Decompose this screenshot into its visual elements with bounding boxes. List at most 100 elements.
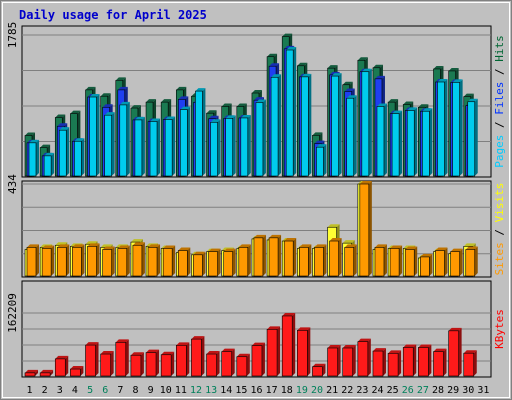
- bar-kbytes-14-side: [231, 348, 235, 376]
- bar-pages-29-top: [452, 79, 463, 83]
- bar-kbytes-4-side: [80, 366, 84, 376]
- bar-pages-1-side: [36, 139, 39, 176]
- bar-pages-17-side: [278, 74, 282, 176]
- bar-kbytes-14-top: [221, 348, 235, 352]
- bar-kbytes-2-face: [39, 372, 51, 377]
- bar-pages-27-face: [422, 110, 430, 177]
- bar-pages-13-side: [217, 119, 221, 176]
- bar-sites-5: [87, 243, 100, 277]
- legend-kbytes: KBytes: [493, 309, 506, 349]
- bar-sites-29-face: [450, 251, 460, 277]
- bar-sites-28-top: [435, 247, 448, 251]
- bar-pages-14-top: [225, 115, 236, 119]
- bar-kbytes-11: [175, 342, 190, 377]
- bar-sites-18: [283, 238, 297, 277]
- bar-pages-29-side: [459, 79, 463, 176]
- x-tick-label-31: 31: [477, 385, 489, 396]
- x-tick-label-17: 17: [266, 385, 278, 396]
- bar-kbytes-5-face: [85, 344, 96, 377]
- bar-sites-24-face: [374, 247, 385, 277]
- bar-pages-1-top: [29, 139, 39, 143]
- bar-pages-30-top: [467, 98, 478, 102]
- bar-pages-22-face: [346, 97, 355, 177]
- x-tick-label-15: 15: [235, 385, 247, 396]
- bar-sites-16-top: [253, 234, 266, 238]
- bar-pages-28-side: [444, 79, 448, 176]
- bar-sites-21: [329, 238, 342, 277]
- bar-pages-20-face: [316, 146, 324, 177]
- bar-sites-1-top: [27, 244, 39, 248]
- bar-visits-22-top: [342, 240, 355, 244]
- bar-kbytes-6-top: [100, 351, 114, 355]
- bar-kbytes-25: [387, 350, 402, 377]
- bar-kbytes-12-face: [191, 338, 202, 377]
- bar-pages-25-side: [399, 110, 403, 176]
- bar-sites-19-side: [308, 244, 312, 276]
- bar-hits-3-top: [55, 114, 66, 118]
- bar-pages-6-top: [104, 112, 115, 116]
- bar-sites-17-side: [278, 234, 282, 276]
- x-tick-label-18: 18: [281, 385, 293, 396]
- bar-kbytes-6-side: [110, 351, 114, 376]
- x-tick-label-20: 20: [311, 385, 323, 396]
- bar-hits-8-top: [130, 105, 141, 109]
- bar-kbytes-11-side: [186, 342, 190, 376]
- bar-kbytes-24-top: [372, 348, 386, 352]
- bar-kbytes-8-top: [130, 352, 144, 356]
- bar-kbytes-22-top: [342, 344, 356, 348]
- bar-pages-13-face: [210, 121, 218, 177]
- bar-pages-7: [119, 101, 130, 177]
- bar-pages-30-face: [467, 101, 476, 177]
- bar-kbytes-4-face: [70, 368, 81, 377]
- x-tick-label-26: 26: [402, 385, 414, 396]
- x-tick-label-23: 23: [356, 385, 368, 396]
- bar-pages-28: [437, 79, 448, 177]
- bar-sites-13-side: [217, 248, 221, 276]
- bar-pages-4-face: [74, 140, 82, 177]
- bar-sites-25: [389, 245, 403, 277]
- bar-kbytes-19: [297, 327, 311, 377]
- bar-sites-17: [268, 234, 282, 277]
- bar-kbytes-11-face: [175, 345, 187, 377]
- bar-pages-5-side: [96, 94, 100, 176]
- bar-sites-4-face: [72, 247, 82, 277]
- bar-sites-7: [117, 245, 130, 277]
- bar-sites-20-side: [323, 244, 327, 276]
- bar-kbytes-28-face: [433, 351, 444, 377]
- bar-kbytes-16: [251, 342, 265, 377]
- bar-kbytes-23: [357, 338, 371, 377]
- bar-kbytes-17-face: [266, 329, 278, 377]
- bar-pages-9: [149, 118, 161, 177]
- bar-sites-6-side: [111, 246, 115, 276]
- bar-sites-18-side: [293, 238, 297, 276]
- bar-pages-25-face: [391, 113, 400, 177]
- bar-pages-16-side: [262, 99, 266, 176]
- bar-pages-27: [422, 108, 433, 177]
- bar-kbytes-30: [463, 350, 477, 377]
- bar-sites-18-face: [283, 240, 294, 277]
- legend-separator: /: [493, 62, 506, 82]
- bar-kbytes-13-side: [216, 351, 220, 376]
- bar-visits-21-top: [327, 224, 340, 228]
- bar-pages-30: [467, 98, 478, 177]
- bar-kbytes-25-face: [387, 353, 399, 377]
- bar-sites-7-top: [117, 245, 130, 249]
- bar-pages-7-face: [119, 104, 128, 177]
- bar-sites-1-side: [36, 244, 39, 276]
- bar-sites-23-top: [359, 181, 372, 184]
- bar-hits-25-top: [388, 99, 399, 103]
- bar-pages-24-side: [383, 103, 387, 176]
- x-tick-label-25: 25: [387, 385, 399, 396]
- bar-pages-22-top: [346, 95, 357, 99]
- bar-sites-14-top: [223, 248, 236, 252]
- bar-sites-27-side: [429, 253, 433, 276]
- bar-pages-24-face: [376, 106, 385, 177]
- bar-files-11-top: [178, 96, 189, 100]
- bar-hits-7-top: [115, 77, 126, 81]
- bar-pages-17: [270, 74, 282, 177]
- bar-sites-2: [41, 245, 55, 277]
- bar-kbytes-23-side: [367, 338, 371, 376]
- bar-kbytes-1-face: [24, 372, 36, 377]
- bar-kbytes-2-side: [50, 369, 54, 376]
- bar-sites-26-top: [405, 246, 418, 250]
